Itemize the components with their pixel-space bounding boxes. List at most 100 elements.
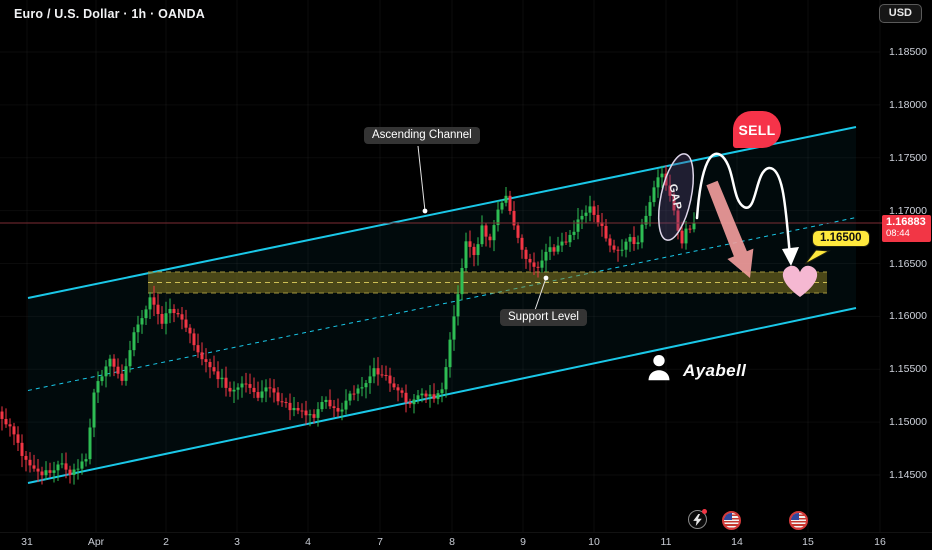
channel-label-pointer [417, 145, 426, 212]
symbol-title[interactable]: Euro / U.S. Dollar · 1h · OANDA [14, 7, 205, 21]
candle-body [72, 469, 76, 475]
candle-body [240, 383, 244, 388]
candle-body [504, 195, 508, 203]
candle-body [296, 408, 300, 411]
candle-body [532, 262, 536, 267]
candle-body [352, 393, 356, 395]
us-economic-event-flag-icon[interactable] [722, 511, 741, 530]
time-tick-label: 7 [377, 536, 383, 548]
candle-body [112, 358, 116, 367]
candle-body [600, 222, 604, 226]
channel-fill [28, 127, 856, 483]
gap-label: GAP [666, 183, 683, 212]
support-zone [148, 272, 827, 293]
candle-body [456, 294, 460, 317]
candle-body [568, 234, 572, 243]
support-level-label[interactable]: Support Level [500, 309, 587, 326]
candle-body [212, 367, 216, 372]
candle-body [96, 381, 100, 393]
candle-body [544, 251, 548, 261]
price-tick-label: 1.17000 [889, 204, 927, 217]
candle-body [596, 214, 600, 223]
candle-body [440, 389, 444, 394]
candle-body [480, 225, 484, 245]
price-tick-label: 1.17500 [889, 151, 927, 164]
time-tick-label: 8 [449, 536, 455, 548]
pink-down-arrow [706, 180, 754, 278]
candle-body [236, 387, 240, 390]
candle-body [256, 392, 260, 398]
candle-body [680, 230, 684, 244]
candle-body [488, 236, 492, 241]
candle-body [388, 375, 392, 384]
time-scale[interactable]: 31 Apr 2 3 4 7 8 9 10 11 14 15 16 [0, 532, 932, 550]
candle-body [584, 212, 588, 216]
price-tick-label: 1.15500 [889, 363, 927, 376]
candle-body [100, 376, 104, 382]
person-icon [644, 352, 674, 389]
candle-body [396, 387, 400, 391]
candle-body [412, 399, 416, 405]
candle-body [172, 308, 176, 314]
candle-body [180, 314, 184, 320]
candle-body [404, 392, 408, 403]
candle-body [472, 246, 476, 256]
candle-body [612, 245, 616, 250]
candle-body [436, 393, 440, 399]
candle-body [640, 224, 644, 243]
candle-body [592, 206, 596, 215]
candle-body [200, 352, 204, 360]
candle-body [520, 237, 524, 250]
candle-body [320, 402, 324, 410]
price-tick-label: 1.14500 [889, 469, 927, 481]
candle-body [28, 459, 32, 466]
candle-body [424, 393, 428, 397]
us-economic-event-flag-icon[interactable] [789, 511, 808, 530]
candle-body [444, 367, 448, 390]
candle-body [672, 195, 676, 211]
price-scale[interactable]: 1.16883 08:44 1.18500 1.18000 1.17500 1.170… [880, 0, 932, 532]
candle-body [344, 400, 348, 410]
candle-body [248, 384, 252, 388]
candle-body [528, 258, 532, 263]
time-tick-label: 16 [874, 536, 886, 548]
candle-body [448, 339, 452, 368]
candle-body [56, 464, 60, 471]
candle-body [432, 394, 436, 399]
candle-body [76, 468, 80, 470]
currency-toggle-button[interactable]: USD [878, 4, 922, 23]
candle-body [124, 366, 128, 381]
candle-body [156, 304, 160, 315]
candle-body [668, 185, 672, 196]
candle-body [468, 241, 472, 247]
event-alert-dot [702, 509, 707, 514]
candle-body [524, 249, 528, 259]
candle-body [556, 245, 560, 252]
candle-body [108, 358, 112, 367]
candle-body [384, 375, 388, 377]
candle-body [316, 409, 320, 418]
candle-body [128, 350, 132, 367]
candle-body [60, 463, 64, 465]
support-label-pointer [534, 277, 547, 311]
candle-body [216, 371, 220, 380]
candle-body [24, 455, 28, 460]
candle-body [336, 408, 340, 412]
last-price-value: 1.16883 [886, 215, 926, 228]
candle-body [360, 387, 364, 389]
candle-body [408, 402, 412, 405]
sell-annotation-badge[interactable]: SELL [733, 111, 781, 148]
economic-event-lightning-icon[interactable] [688, 509, 707, 529]
candle-body [512, 211, 516, 226]
candle-body [4, 418, 8, 425]
candle-body [552, 247, 556, 252]
candle-body [152, 297, 156, 305]
candle-body [144, 309, 148, 319]
candle-body [348, 393, 352, 401]
time-tick-label: 10 [588, 536, 600, 548]
target-price-callout[interactable]: 1.16500 [812, 230, 870, 247]
ascending-channel-label[interactable]: Ascending Channel [364, 127, 480, 144]
candle-body [252, 387, 256, 393]
